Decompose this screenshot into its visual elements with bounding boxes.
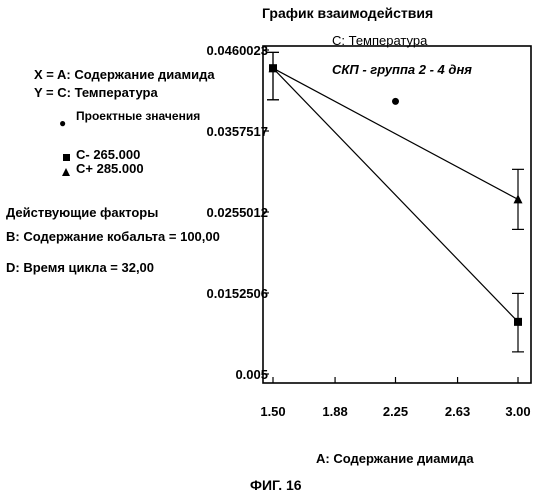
x-tick-label: 1.88 xyxy=(322,404,347,419)
y-tick-label: 0.005 xyxy=(235,367,268,382)
y-tick-label: 0.0255012 xyxy=(207,205,268,220)
series-line xyxy=(273,68,518,199)
y-tick-label: 0.0357517 xyxy=(207,124,268,139)
y-tick-label: 0.0152506 xyxy=(207,286,268,301)
plot-frame xyxy=(263,46,531,383)
x-tick-label: 3.00 xyxy=(505,404,530,419)
data-point-square xyxy=(514,318,522,326)
y-tick-label: 0.0460023 xyxy=(207,43,268,58)
figure-caption: ФИГ. 16 xyxy=(250,477,302,493)
x-tick-label: 1.50 xyxy=(260,404,285,419)
data-point-triangle xyxy=(514,194,523,203)
x-tick-label: 2.25 xyxy=(383,404,408,419)
x-axis-label: А: Содержание диамида xyxy=(316,451,474,466)
x-tick-label: 2.63 xyxy=(445,404,470,419)
design-point xyxy=(392,98,399,105)
series-line xyxy=(273,68,518,322)
